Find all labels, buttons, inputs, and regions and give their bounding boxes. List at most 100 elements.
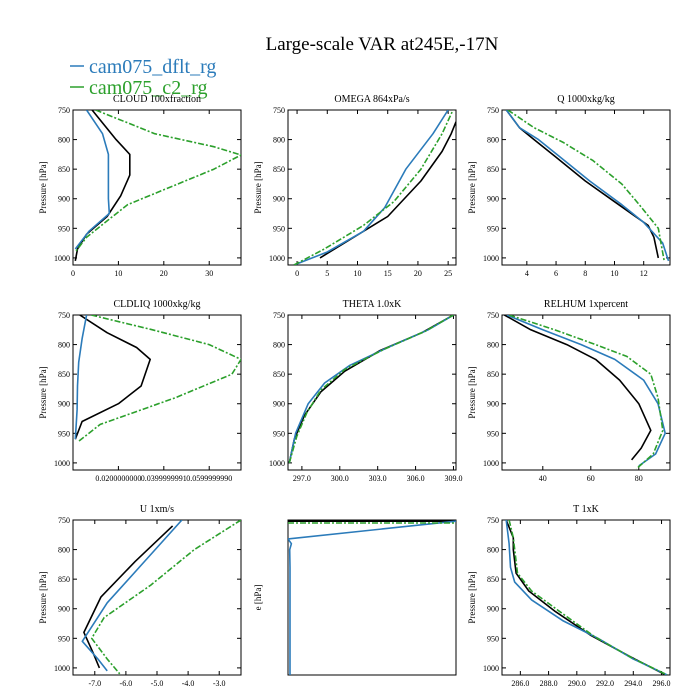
y-tick-label: 900: [273, 400, 285, 409]
x-tick-label: 0: [295, 269, 299, 278]
x-tick-label: 303.0: [369, 474, 387, 483]
x-tick-label: 306.0: [407, 474, 425, 483]
series-line-2: [506, 315, 667, 467]
y-tick-label: 850: [273, 165, 285, 174]
panel-frame: [72, 109, 242, 266]
x-tick-label: 60: [587, 474, 595, 483]
panel-series: [505, 110, 670, 262]
panel-9: T 1xK 750 800 850 900 950 1000 286.0 288.0 290.0 2…: [467, 504, 671, 688]
y-tick-label: 750: [487, 311, 499, 320]
x-tick-label: -3.0: [213, 679, 226, 688]
panel-frame: [287, 314, 457, 471]
y-tick-label: 900: [487, 400, 499, 409]
panel-series: [288, 315, 454, 464]
series-line-2: [74, 315, 88, 440]
y-tick-label: 1000: [483, 664, 499, 673]
y-tick-label: 750: [273, 106, 285, 115]
x-tick-label: 0.0599999990: [186, 474, 232, 483]
series-line-2: [74, 110, 111, 250]
y-tick-label: 850: [273, 370, 285, 379]
x-tick-label: -7.0: [88, 679, 101, 688]
panel-8: e [hPa]: [253, 519, 457, 676]
series-line-3: [288, 315, 454, 464]
series-line-3: [74, 110, 241, 253]
panel-4: CLDLIQ 1000xkg/kg 750 800 850 900 950 1000 0.02…: [38, 299, 242, 483]
panel-frame: [501, 519, 671, 676]
y-tick-label: 1000: [269, 254, 285, 263]
x-tick-label: 0: [71, 269, 75, 278]
y-tick-label: 800: [273, 136, 285, 145]
y-tick-label: 900: [487, 605, 499, 614]
x-tick-label: -4.0: [182, 679, 195, 688]
y-axis-label: Pressure [hPa]: [38, 161, 48, 213]
x-tick-label: -5.0: [151, 679, 164, 688]
y-tick-label: 1000: [269, 459, 285, 468]
series-line-1: [505, 110, 660, 259]
series-line-3: [77, 315, 241, 443]
y-tick-label: 850: [58, 165, 70, 174]
panel-series: [293, 110, 456, 265]
series-line-1: [319, 121, 456, 259]
x-tick-label: 5: [325, 269, 329, 278]
panel-6: RELHUM 1xpercent 750 800 850 900 950 1000 40 60 8…: [467, 299, 671, 483]
y-axis-label: e [hPa]: [253, 585, 263, 611]
series-line-1: [288, 315, 454, 464]
y-tick-label: 750: [273, 311, 285, 320]
panel-series: [505, 520, 668, 675]
x-tick-label: 15: [384, 269, 392, 278]
y-tick-label: 950: [487, 634, 499, 643]
y-tick-label: 900: [487, 195, 499, 204]
panel-series: [74, 110, 241, 262]
panel-title: OMEGA 864xPa/s: [334, 94, 409, 105]
x-tick-label: 297.0: [293, 474, 311, 483]
panel-2: OMEGA 864xPa/s 750 800 850 900 950 1000 0 5 10 15 2…: [253, 94, 457, 278]
series-line-3: [90, 520, 241, 675]
y-tick-label: 850: [487, 165, 499, 174]
y-tick-label: 950: [58, 429, 70, 438]
y-tick-label: 800: [58, 546, 70, 555]
y-tick-label: 900: [58, 195, 70, 204]
y-tick-label: 1000: [483, 254, 499, 263]
series-line-3: [508, 315, 664, 470]
series-line-3: [508, 520, 668, 675]
x-tick-label: 80: [635, 474, 643, 483]
panel-title: CLOUD 100xfraction: [113, 94, 201, 105]
y-tick-label: 800: [487, 546, 499, 555]
panel-frame: [72, 519, 242, 676]
y-tick-label: 850: [487, 370, 499, 379]
x-tick-label: 30: [205, 269, 213, 278]
x-tick-label: 0.0399999991: [141, 474, 187, 483]
y-tick-label: 800: [487, 341, 499, 350]
y-axis-label: Pressure [hPa]: [467, 571, 477, 623]
y-tick-label: 750: [58, 311, 70, 320]
y-tick-label: 950: [487, 224, 499, 233]
panel-series: [74, 315, 241, 443]
panel-title: THETA 1.0xK: [343, 299, 402, 310]
panel-title: RELHUM 1xpercent: [544, 299, 628, 310]
series-line-2: [505, 520, 668, 675]
y-tick-label: 750: [487, 106, 499, 115]
y-tick-label: 900: [58, 400, 70, 409]
y-tick-label: 950: [487, 429, 499, 438]
y-axis-label: Pressure [hPa]: [253, 161, 263, 213]
series-line-1: [83, 525, 174, 669]
panel-7: U 1xm/s 750 800 850 900 950 1000 -7.0 -6.0 -5.0 -4…: [38, 504, 242, 688]
x-tick-label: 294.0: [624, 679, 642, 688]
series-line-1: [74, 315, 151, 440]
legend-label-dflt: cam075_dflt_rg: [89, 56, 216, 78]
y-tick-label: 950: [58, 224, 70, 233]
y-axis-label: Pressure [hPa]: [38, 366, 48, 418]
y-tick-label: 950: [273, 429, 285, 438]
y-tick-label: 900: [58, 605, 70, 614]
x-tick-label: 25: [444, 269, 452, 278]
y-tick-label: 750: [58, 516, 70, 525]
y-tick-label: 1000: [54, 459, 70, 468]
panel-title: T 1xK: [573, 504, 599, 515]
y-tick-label: 850: [487, 575, 499, 584]
y-tick-label: 850: [58, 575, 70, 584]
panel-frame: [287, 109, 457, 266]
y-tick-label: 800: [58, 136, 70, 145]
x-tick-label: 292.0: [596, 679, 614, 688]
